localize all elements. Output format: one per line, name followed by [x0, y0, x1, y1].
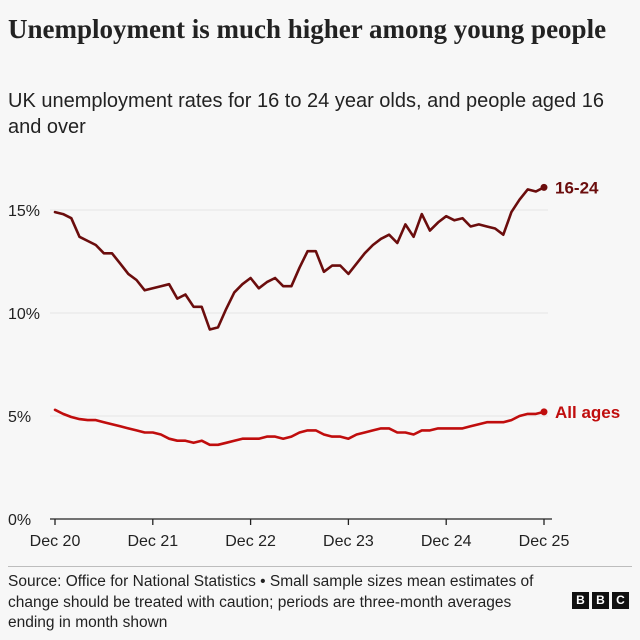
x-tick-label: Dec 22 [225, 533, 276, 550]
source-note: Source: Office for National Statistics •… [8, 573, 534, 631]
x-tick-label: Dec 23 [323, 533, 374, 550]
x-tick-label: Dec 24 [421, 533, 472, 550]
bbc-logo-letter: B [592, 592, 609, 609]
chart-title: Unemployment is much higher among young … [8, 14, 607, 44]
x-tick-label: Dec 20 [30, 533, 81, 550]
series-end-point [540, 183, 548, 191]
x-tick-label: Dec 21 [127, 533, 178, 550]
y-tick-label: 15% [8, 203, 40, 220]
series-label: 16-24 [555, 178, 599, 197]
bbc-logo-letter: C [612, 592, 629, 609]
bbc-logo-letter: B [572, 592, 589, 609]
series-line-all-ages [53, 408, 546, 447]
chart-subtitle: UK unemployment rates for 16 to 24 year … [8, 90, 604, 138]
series-label: All ages [555, 403, 620, 422]
series-line-16-24 [53, 186, 546, 331]
bbc-logo: B B C [572, 592, 629, 609]
y-tick-label: 5% [8, 409, 31, 426]
series-end-point [540, 408, 548, 416]
y-tick-label: 0% [8, 512, 31, 529]
y-tick-label: 10% [8, 306, 40, 323]
footer-divider [8, 566, 632, 567]
x-tick-label: Dec 25 [519, 533, 570, 550]
